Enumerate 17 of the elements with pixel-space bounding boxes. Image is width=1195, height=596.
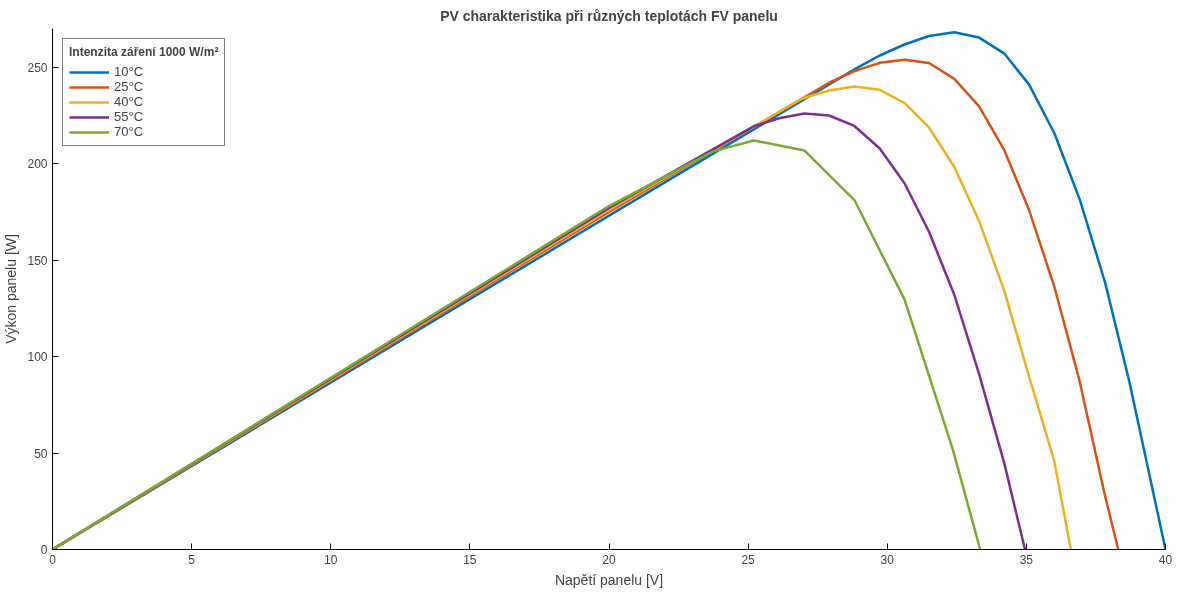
x-tick-label: 20 bbox=[602, 552, 616, 567]
x-tick-label: 10 bbox=[324, 552, 338, 567]
y-tick-label: 250 bbox=[27, 60, 48, 75]
y-tick-label: 50 bbox=[34, 446, 48, 461]
y-tick-label: 0 bbox=[40, 543, 48, 557]
x-tick-label: 25 bbox=[741, 552, 756, 567]
x-tick-label: 40 bbox=[1158, 552, 1173, 567]
x-tick-label: 30 bbox=[880, 552, 895, 567]
y-tick-label: 200 bbox=[27, 157, 48, 172]
x-tick-label: 5 bbox=[188, 552, 196, 567]
y-axis-title: Výkon panelu [W] bbox=[3, 234, 20, 344]
x-tick-label: 35 bbox=[1019, 552, 1034, 567]
x-tick-label: 15 bbox=[463, 552, 477, 567]
x-axis-title: Napětí panelu [V] bbox=[554, 571, 664, 588]
y-tick-label: 150 bbox=[27, 253, 48, 268]
chart-title: PV charakteristika při různých teplotách FV panelu bbox=[440, 7, 778, 24]
y-tick-label: 100 bbox=[27, 350, 48, 365]
